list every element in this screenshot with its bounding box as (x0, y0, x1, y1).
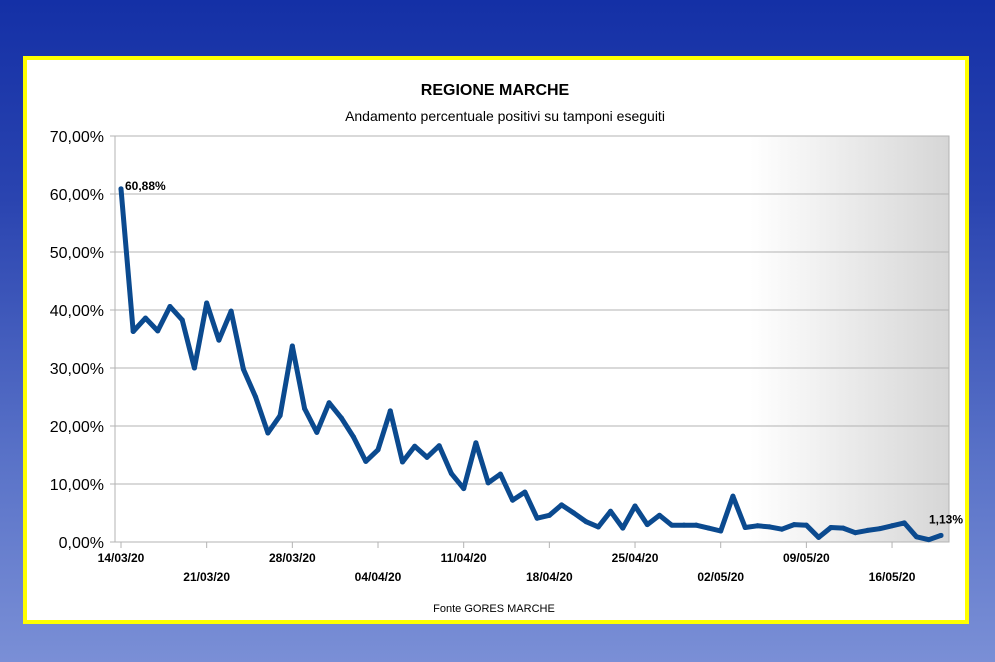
data-point (142, 315, 148, 321)
y-tick-label: 20,00% (50, 419, 104, 436)
data-point (130, 328, 136, 334)
data-point (485, 480, 491, 486)
data-point (803, 522, 809, 528)
data-point (326, 400, 332, 406)
data-point (363, 458, 369, 464)
gridlines (114, 135, 950, 543)
data-label: 60,88% (125, 179, 166, 193)
data-point (632, 503, 638, 509)
data-point (277, 413, 283, 419)
data-point (889, 523, 895, 529)
data-point (191, 365, 197, 371)
x-tick-label: 16/05/20 (869, 570, 916, 584)
data-point (375, 447, 381, 453)
x-tick-label: 28/03/20 (269, 551, 316, 565)
x-tick-label: 25/04/20 (612, 551, 659, 565)
data-point (302, 406, 308, 412)
plot-shaded-area (750, 136, 949, 542)
data-point (926, 537, 932, 543)
y-tick-label: 50,00% (50, 245, 104, 262)
data-point (705, 525, 711, 531)
data-point (399, 459, 405, 465)
x-tick-label: 18/04/20 (526, 570, 573, 584)
y-tick-label: 10,00% (50, 477, 104, 494)
data-label: 1,13% (929, 512, 963, 526)
x-tick-label: 04/04/20 (355, 570, 402, 584)
data-point (791, 522, 797, 528)
data-point (901, 520, 907, 526)
x-tick-label: 21/03/20 (183, 570, 230, 584)
data-point (559, 502, 565, 508)
data-point (461, 486, 467, 492)
data-point (828, 525, 834, 530)
x-tick-label: 14/03/20 (98, 551, 145, 565)
data-point (779, 526, 785, 532)
data-point (204, 300, 210, 306)
y-tick-label: 60,00% (50, 187, 104, 204)
y-tick-label: 0,00% (59, 535, 104, 552)
data-point (816, 534, 822, 540)
data-point (118, 186, 124, 192)
data-point (852, 530, 858, 536)
x-tick-label: 11/04/20 (441, 551, 487, 565)
data-point (351, 434, 357, 440)
data-point (338, 415, 344, 421)
data-point (730, 493, 736, 499)
data-point (179, 317, 185, 323)
data-point (473, 440, 479, 446)
data-point (583, 519, 589, 525)
chart-subtitle: Andamento percentuale positivi su tampon… (345, 108, 665, 124)
data-point (620, 525, 626, 531)
data-point (510, 497, 516, 503)
data-point (522, 489, 528, 495)
data-point (167, 304, 173, 310)
data-labels: 60,88% 1,13% (125, 179, 963, 527)
y-tick-label: 70,00% (50, 129, 104, 146)
data-point (387, 408, 393, 414)
data-point (240, 366, 246, 372)
x-axis: 14/03/20 21/03/20 28/03/20 04/04/20 11/04/20… (98, 542, 916, 584)
data-point (693, 522, 699, 528)
data-point (497, 471, 503, 477)
data-point (289, 343, 295, 349)
x-tick-label: 09/05/20 (783, 551, 830, 565)
data-point (644, 522, 650, 528)
data-point (546, 512, 552, 518)
data-point (754, 523, 760, 529)
data-point (424, 454, 430, 460)
data-point (657, 512, 663, 518)
data-point (742, 525, 748, 530)
data-point (865, 527, 871, 533)
x-tick-label: 02/05/20 (697, 570, 744, 584)
y-axis: 0,00% 10,00% 20,00% 30,00% 40,00% 50,00% 60,00… (50, 129, 115, 552)
data-point (608, 508, 614, 514)
data-point (877, 526, 883, 532)
data-point (595, 524, 601, 530)
data-point (669, 522, 675, 528)
data-point (718, 528, 724, 534)
data-point (840, 525, 846, 531)
data-point (534, 515, 540, 521)
data-point (767, 524, 773, 530)
data-point (914, 534, 920, 540)
y-tick-label: 30,00% (50, 361, 104, 378)
data-point (155, 328, 161, 334)
source-note: Fonte GORES MARCHE (433, 603, 555, 615)
data-point (571, 510, 577, 516)
data-point (412, 443, 418, 449)
data-point (216, 337, 222, 343)
y-tick-label: 40,00% (50, 303, 104, 320)
data-point (938, 532, 944, 538)
chart-title: REGIONE MARCHE (421, 82, 570, 99)
data-point (448, 471, 454, 477)
data-point (228, 308, 234, 314)
series-group (118, 186, 944, 543)
data-point (436, 443, 442, 449)
data-point (314, 429, 320, 435)
data-point (265, 430, 271, 436)
data-point (253, 394, 259, 400)
data-point (681, 522, 687, 528)
